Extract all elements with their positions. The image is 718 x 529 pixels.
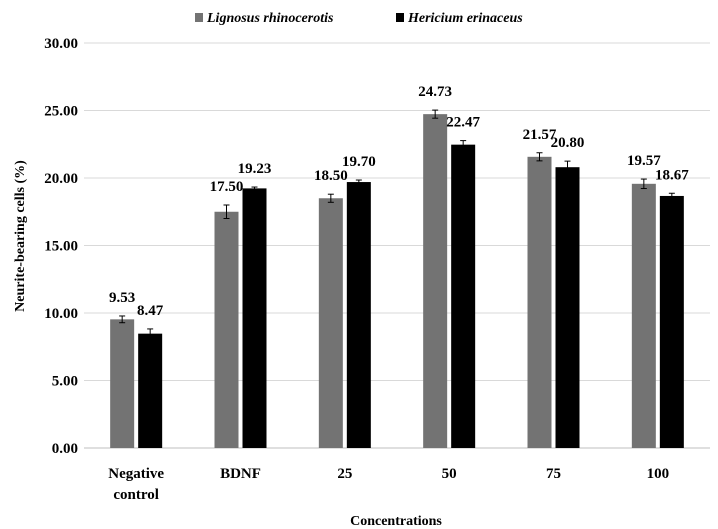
data-label: 18.67 (655, 167, 689, 183)
data-label: 19.70 (342, 154, 376, 170)
data-label: 19.23 (238, 161, 272, 177)
bar (110, 319, 135, 448)
y-tick-label: 20.00 (44, 171, 78, 187)
data-label: 17.50 (210, 179, 244, 195)
x-tick-label: 75 (546, 466, 561, 482)
legend-swatch (195, 13, 203, 22)
bar (214, 211, 239, 448)
data-label: 20.80 (551, 135, 585, 151)
y-tick-label: 30.00 (44, 36, 78, 52)
x-tick-label: Negative (108, 466, 164, 482)
x-tick-label: control (113, 487, 159, 503)
bar (659, 195, 684, 448)
bar (346, 182, 371, 449)
legend: Lignosus rhinocerotis Hericium erinaceus (195, 11, 523, 26)
y-tick-label: 25.00 (44, 104, 78, 120)
bar (451, 144, 476, 448)
data-label: 8.47 (137, 303, 164, 319)
x-tick-label: BDNF (220, 466, 261, 482)
bar (555, 167, 580, 448)
bar (631, 183, 656, 448)
bar (242, 188, 267, 448)
data-label: 18.50 (314, 168, 348, 184)
bar (527, 156, 552, 448)
x-tick-label: 25 (337, 466, 352, 482)
gridlines (84, 42, 710, 381)
data-labels: 9.53 17.50 18.50 24.73 21.57 19.57 8.47 19.23 19… (109, 84, 689, 319)
x-axis-title: Concentrations (350, 514, 442, 529)
y-axis-title: Neurite-bearing cells (%) (13, 160, 28, 312)
y-tick-label: 0.00 (52, 441, 78, 457)
x-tick-label: 100 (647, 466, 670, 482)
data-label: 24.73 (418, 84, 452, 100)
data-label: 22.47 (446, 115, 480, 131)
data-label: 9.53 (109, 290, 135, 306)
legend-label: Hericium erinaceus (407, 11, 523, 26)
y-tick-label: 5.00 (52, 374, 78, 390)
bar (138, 333, 163, 448)
y-tick-label: 10.00 (44, 306, 78, 322)
bar (318, 198, 343, 448)
data-label: 21.57 (523, 127, 557, 143)
x-tick-label: 50 (442, 466, 457, 482)
data-label: 19.57 (627, 153, 661, 169)
axes: 0.00 5.00 10.00 15.00 20.00 25.00 30.00 Negativ… (44, 36, 710, 503)
bar (423, 114, 448, 449)
y-tick-label: 15.00 (44, 239, 78, 255)
bars (110, 109, 684, 449)
legend-label: Lignosus rhinocerotis (206, 11, 334, 26)
legend-swatch (396, 13, 404, 22)
